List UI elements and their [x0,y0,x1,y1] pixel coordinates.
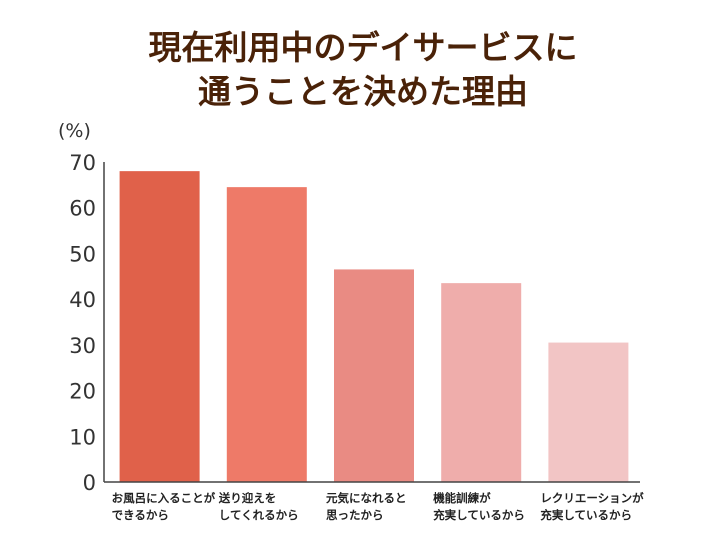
x-category-label: 充実しているから [433,508,525,522]
y-tick-label: 0 [83,471,96,495]
x-category-label: してくれるから [219,508,299,522]
x-category-label: できるから [112,508,169,522]
y-axis-unit-label: (%) [58,120,91,142]
x-category-label: レクリエーションが [540,491,644,505]
bar [548,342,629,482]
bar [441,283,522,482]
y-tick-label: 40 [69,288,96,312]
chart-title-line-1: 現在利用中のデイサービスに [148,28,578,67]
y-tick-label: 70 [69,151,96,175]
chart-title: 現在利用中のデイサービスに 通うことを決めた理由 [0,26,726,114]
x-category-label: 充実しているから [540,508,632,522]
y-tick-label: 30 [69,334,96,358]
y-tick-label: 50 [69,242,96,266]
bar [119,171,200,482]
x-category-label: 送り迎えを [218,491,276,505]
chart-title-line-2: 通うことを決めた理由 [198,72,528,111]
x-category-label: お風呂に入ることが [112,491,216,505]
y-tick-label: 10 [69,425,96,449]
y-tick-label: 60 [69,197,96,221]
y-tick-label: 20 [69,380,96,404]
bar [334,269,414,482]
x-category-label: 思ったから [326,508,384,522]
x-category-label: 元気になれると [326,491,407,505]
x-category-label: 機能訓練が [433,491,491,505]
bar [226,187,307,482]
